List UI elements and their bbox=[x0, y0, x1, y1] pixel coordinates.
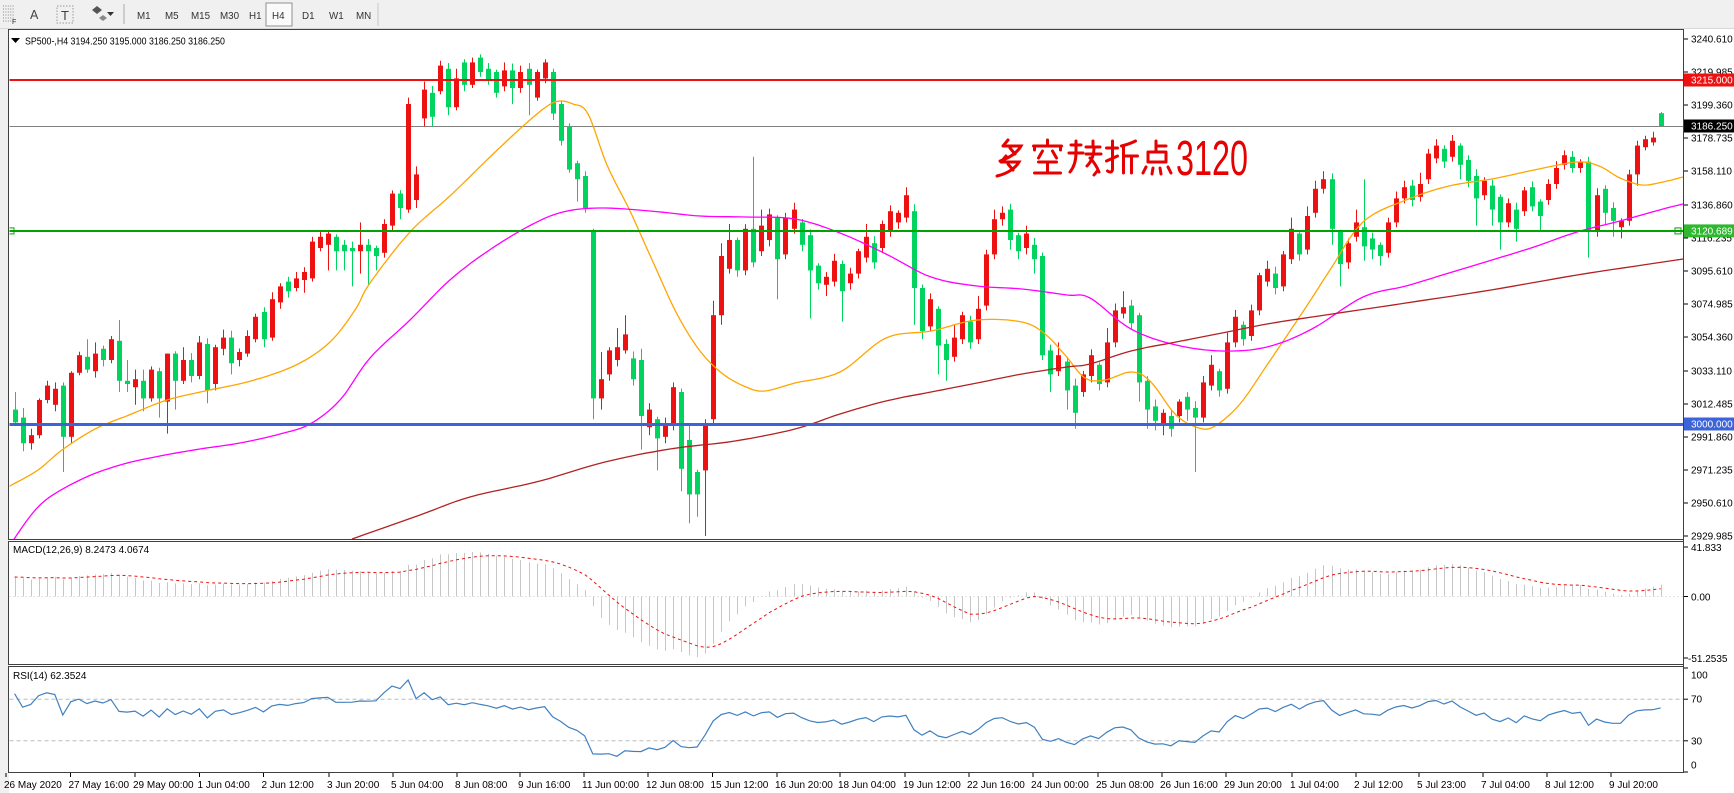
svg-text:3000.000: 3000.000 bbox=[1691, 420, 1733, 431]
svg-text:12 Jun 08:00: 12 Jun 08:00 bbox=[646, 780, 704, 791]
svg-text:3054.360: 3054.360 bbox=[1691, 333, 1733, 344]
svg-text:3074.985: 3074.985 bbox=[1691, 300, 1733, 311]
svg-text:MACD(12,26,9) 8.2473 4.0674: MACD(12,26,9) 8.2473 4.0674 bbox=[13, 545, 150, 556]
svg-text:2950.610: 2950.610 bbox=[1691, 499, 1733, 510]
svg-text:15 Jun 12:00: 15 Jun 12:00 bbox=[711, 780, 769, 791]
svg-text:2929.985: 2929.985 bbox=[1691, 532, 1733, 543]
svg-text:19 Jun 12:00: 19 Jun 12:00 bbox=[903, 780, 961, 791]
svg-text:25 Jun 08:00: 25 Jun 08:00 bbox=[1096, 780, 1154, 791]
svg-text:1 Jun 04:00: 1 Jun 04:00 bbox=[198, 780, 251, 791]
svg-text:H4: H4 bbox=[272, 11, 285, 22]
svg-text:SP500-,H4 3194.250 3195.000 3: SP500-,H4 3194.250 3195.000 3186.250 318… bbox=[25, 36, 225, 48]
svg-text:H1: H1 bbox=[249, 11, 262, 22]
svg-text:3 Jun 20:00: 3 Jun 20:00 bbox=[327, 780, 380, 791]
svg-text:9 Jul 20:00: 9 Jul 20:00 bbox=[1609, 780, 1658, 791]
svg-text:5 Jun 04:00: 5 Jun 04:00 bbox=[391, 780, 444, 791]
svg-text:RSI(14) 62.3524: RSI(14) 62.3524 bbox=[13, 671, 87, 682]
svg-text:-51.2535: -51.2535 bbox=[1688, 654, 1728, 665]
svg-text:D1: D1 bbox=[302, 11, 315, 22]
svg-text:22 Jun 16:00: 22 Jun 16:00 bbox=[967, 780, 1025, 791]
svg-text:41.833: 41.833 bbox=[1691, 543, 1722, 554]
svg-text:MN: MN bbox=[356, 11, 371, 22]
svg-text:11 Jun 00:00: 11 Jun 00:00 bbox=[582, 780, 640, 791]
svg-text:3186.250: 3186.250 bbox=[1691, 122, 1733, 133]
svg-text:26 Jun 16:00: 26 Jun 16:00 bbox=[1160, 780, 1218, 791]
svg-text:1 Jul 04:00: 1 Jul 04:00 bbox=[1290, 780, 1339, 791]
svg-text:30: 30 bbox=[1691, 736, 1703, 747]
svg-text:29 May 00:00: 29 May 00:00 bbox=[133, 780, 194, 791]
svg-text:9 Jun 16:00: 9 Jun 16:00 bbox=[518, 780, 571, 791]
svg-text:3219.985: 3219.985 bbox=[1691, 68, 1733, 79]
svg-text:3116.235: 3116.235 bbox=[1691, 234, 1732, 245]
svg-text:3178.735: 3178.735 bbox=[1691, 134, 1733, 145]
svg-text:M1: M1 bbox=[137, 11, 151, 22]
svg-text:2991.860: 2991.860 bbox=[1691, 433, 1733, 444]
svg-text:3012.485: 3012.485 bbox=[1691, 400, 1733, 411]
svg-text:A: A bbox=[30, 8, 39, 22]
svg-text:0: 0 bbox=[1691, 761, 1697, 772]
svg-text:2971.235: 2971.235 bbox=[1691, 466, 1733, 477]
svg-text:0.00: 0.00 bbox=[1691, 593, 1711, 604]
svg-text:7 Jul 04:00: 7 Jul 04:00 bbox=[1481, 780, 1530, 791]
svg-text:3158.110: 3158.110 bbox=[1691, 167, 1732, 178]
svg-text:3120: 3120 bbox=[1176, 130, 1248, 185]
svg-text:M5: M5 bbox=[165, 11, 179, 22]
svg-text:F: F bbox=[12, 19, 16, 26]
svg-text:18 Jun 04:00: 18 Jun 04:00 bbox=[838, 780, 896, 791]
svg-text:3095.610: 3095.610 bbox=[1691, 267, 1733, 278]
svg-text:8 Jul 12:00: 8 Jul 12:00 bbox=[1545, 780, 1594, 791]
svg-text:2 Jun 12:00: 2 Jun 12:00 bbox=[262, 780, 315, 791]
svg-text:70: 70 bbox=[1691, 695, 1703, 706]
svg-text:3215.000: 3215.000 bbox=[1691, 76, 1733, 87]
svg-text:M15: M15 bbox=[191, 11, 211, 22]
svg-text:T: T bbox=[61, 8, 69, 23]
svg-text:24 Jun 00:00: 24 Jun 00:00 bbox=[1031, 780, 1089, 791]
svg-text:3120.689: 3120.689 bbox=[1691, 226, 1733, 237]
svg-text:3033.110: 3033.110 bbox=[1691, 367, 1732, 378]
svg-text:5 Jul 23:00: 5 Jul 23:00 bbox=[1417, 780, 1466, 791]
svg-text:29 Jun 20:00: 29 Jun 20:00 bbox=[1224, 780, 1282, 791]
svg-text:16 Jun 20:00: 16 Jun 20:00 bbox=[775, 780, 833, 791]
svg-text:26 May 2020: 26 May 2020 bbox=[4, 780, 62, 791]
svg-text:8 Jun 08:00: 8 Jun 08:00 bbox=[455, 780, 508, 791]
svg-text:3136.860: 3136.860 bbox=[1691, 201, 1733, 212]
svg-text:2 Jul 12:00: 2 Jul 12:00 bbox=[1354, 780, 1403, 791]
svg-text:3240.610: 3240.610 bbox=[1691, 35, 1733, 46]
svg-text:M30: M30 bbox=[220, 11, 240, 22]
svg-text:27 May 16:00: 27 May 16:00 bbox=[69, 780, 130, 791]
svg-text:100: 100 bbox=[1691, 671, 1708, 682]
svg-text:3199.360: 3199.360 bbox=[1691, 101, 1733, 112]
svg-text:W1: W1 bbox=[329, 11, 344, 22]
